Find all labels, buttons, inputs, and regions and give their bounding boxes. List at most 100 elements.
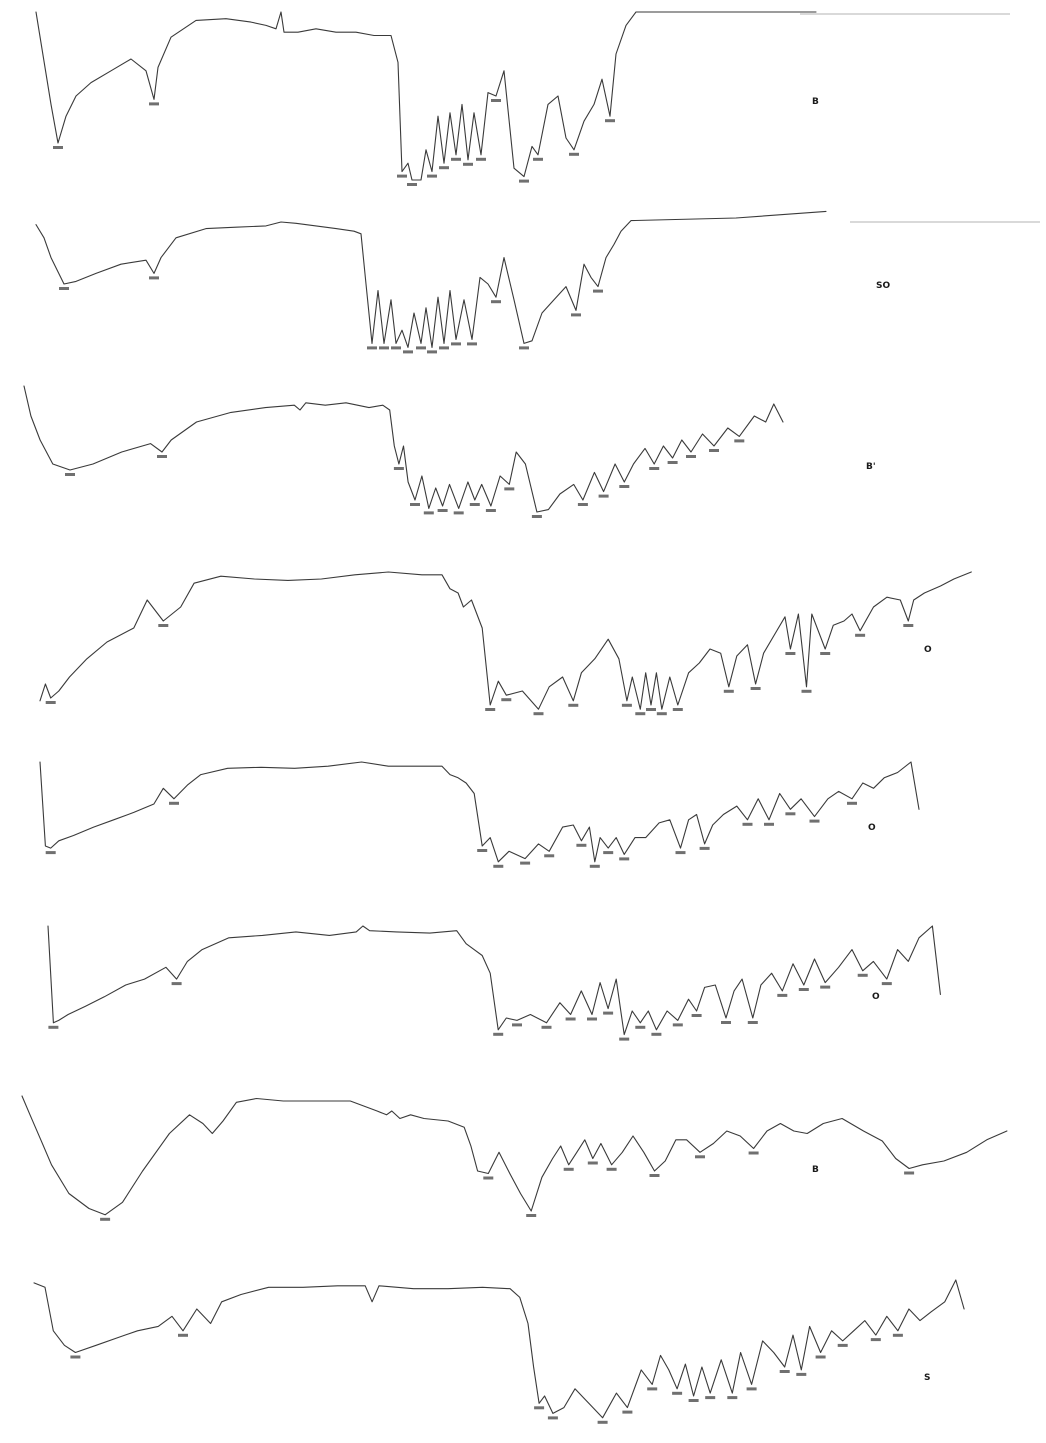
peak-label-mark — [619, 1037, 630, 1041]
sample-label-4: O — [924, 645, 932, 655]
peak-label-mark — [904, 1171, 915, 1175]
peak-label-mark — [699, 846, 710, 850]
peak-label-mark — [675, 851, 686, 855]
sample-label-5: O — [868, 823, 876, 833]
peak-label-mark — [59, 287, 69, 290]
peak-label-mark — [48, 1025, 59, 1029]
peak-label-mark — [820, 985, 831, 989]
peak-label-mark — [169, 801, 179, 805]
peak-label-mark — [397, 174, 407, 178]
sample-label-8: S — [924, 1373, 930, 1383]
peak-label-mark — [603, 851, 614, 855]
peak-label-mark — [171, 982, 182, 986]
peak-label-mark — [520, 861, 531, 865]
peak-label-mark — [391, 346, 401, 350]
peak-label-mark — [463, 162, 473, 166]
spectrum-trace-4 — [39, 571, 972, 710]
peak-label-mark — [563, 1167, 574, 1171]
peak-label-mark — [598, 494, 609, 498]
peak-label-mark — [571, 313, 581, 317]
peak-label-mark — [750, 687, 761, 690]
peak-label-mark — [416, 346, 426, 350]
peak-label-mark — [407, 183, 417, 186]
peak-label-mark — [158, 624, 169, 627]
spectrum-trace-5 — [39, 761, 920, 863]
peak-label-mark — [512, 1023, 522, 1027]
peak-label-mark — [892, 1333, 903, 1337]
spectrum-trace-3 — [23, 385, 784, 513]
peak-label-mark — [519, 346, 529, 350]
peak-label-mark — [541, 1025, 552, 1029]
peak-label-mark — [568, 703, 579, 707]
peak-label-mark — [721, 1021, 731, 1024]
peak-label-mark — [723, 689, 734, 693]
peak-label-mark — [477, 849, 488, 852]
peak-label-mark — [589, 864, 600, 868]
peak-label-mark — [493, 1032, 504, 1036]
peak-label-mark — [801, 689, 812, 693]
peak-label-mark — [727, 1396, 738, 1400]
peak-label-mark — [635, 1025, 646, 1029]
peak-label-mark — [820, 652, 831, 655]
peak-label-mark — [439, 166, 449, 170]
spectrum-trace-1 — [35, 11, 817, 181]
peak-label-mark — [646, 708, 656, 711]
sample-label-7: B — [812, 1165, 819, 1175]
peak-label-mark — [569, 152, 579, 156]
peak-label-mark — [149, 276, 159, 280]
peak-label-mark — [857, 973, 868, 977]
peak-label-mark — [178, 1333, 188, 1337]
peak-label-mark — [501, 698, 512, 702]
peak-label-mark — [526, 1214, 537, 1217]
peak-label-mark — [565, 1017, 576, 1021]
peak-label-mark — [855, 633, 866, 637]
peak-label-mark — [870, 1338, 881, 1342]
peak-label-mark — [686, 455, 696, 458]
peak-label-mark — [519, 179, 529, 183]
peak-label-mark — [157, 455, 167, 458]
peak-label-mark — [796, 1372, 807, 1376]
spectrum-trace-7 — [21, 1095, 1008, 1216]
peak-label-mark — [493, 864, 504, 868]
peak-label-mark — [597, 1420, 608, 1424]
peak-label-mark — [903, 624, 914, 627]
peak-label-mark — [533, 157, 543, 161]
peak-label-mark — [379, 346, 389, 350]
sample-label-6: O — [872, 992, 880, 1002]
peak-label-mark — [647, 1387, 658, 1391]
peak-label-mark — [651, 1032, 662, 1036]
peak-label-mark — [688, 1399, 699, 1402]
peak-label-mark — [619, 857, 630, 861]
peak-label-mark — [649, 1174, 660, 1177]
peak-label-mark — [53, 146, 63, 149]
peak-label-mark — [423, 511, 434, 515]
peak-label-mark — [437, 509, 448, 512]
peak-label-mark — [667, 461, 678, 464]
peak-label-mark — [483, 1176, 494, 1180]
peak-label-mark — [451, 157, 461, 161]
peak-label-mark — [70, 1355, 81, 1359]
peak-label-mark — [709, 449, 719, 452]
peak-label-mark — [605, 119, 615, 123]
peak-label-mark — [695, 1155, 705, 1159]
peak-label-mark — [809, 819, 820, 823]
peak-label-mark — [847, 801, 857, 805]
peak-label-mark — [649, 467, 660, 470]
peak-label-mark — [403, 350, 413, 354]
peak-label-mark — [635, 712, 646, 716]
peak-label-mark — [734, 439, 745, 443]
peak-label-mark — [785, 652, 796, 655]
peak-label-mark — [603, 1011, 614, 1015]
peak-label-mark — [485, 708, 496, 711]
peak-label-mark — [619, 485, 630, 488]
peak-label-mark — [469, 503, 480, 506]
peak-label-mark — [533, 712, 544, 716]
peak-label-mark — [393, 467, 404, 470]
peak-label-mark — [606, 1167, 617, 1171]
peak-label-mark — [672, 1023, 683, 1027]
peak-label-mark — [544, 854, 555, 858]
peak-label-mark — [467, 342, 477, 346]
peak-label-mark — [439, 346, 449, 350]
